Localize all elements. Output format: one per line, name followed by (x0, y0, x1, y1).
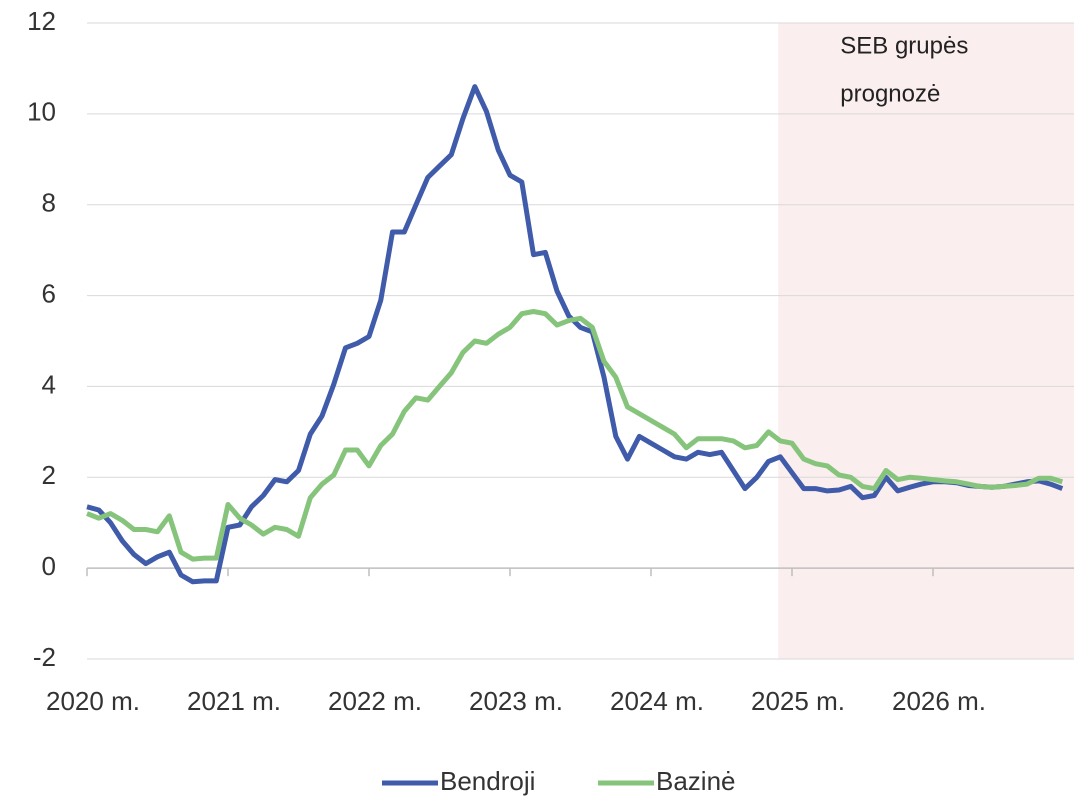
y-tick-label: -2 (33, 642, 56, 672)
y-tick-label: 8 (42, 188, 56, 218)
forecast-region (778, 23, 1074, 659)
x-tick-label: 2023 m. (469, 686, 563, 716)
y-tick-label: 6 (42, 278, 56, 308)
x-tick-label: 2020 m. (46, 686, 140, 716)
x-tick-label: 2022 m. (328, 686, 422, 716)
x-tick-label: 2025 m. (751, 686, 845, 716)
forecast-label: SEB grupės (840, 32, 968, 59)
y-tick-label: 12 (27, 6, 56, 36)
y-tick-label: 2 (42, 460, 56, 490)
legend-label: Bazinė (656, 766, 736, 796)
y-tick-label: 10 (27, 97, 56, 127)
x-tick-label: 2026 m. (892, 686, 986, 716)
x-tick-label: 2024 m. (610, 686, 704, 716)
legend-label: Bendroji (440, 766, 535, 796)
y-tick-label: 4 (42, 369, 56, 399)
series-line (86, 309, 1064, 562)
x-tick-label: 2021 m. (187, 686, 281, 716)
y-tick-label: 0 (42, 551, 56, 581)
forecast-label: prognozė (840, 80, 940, 107)
